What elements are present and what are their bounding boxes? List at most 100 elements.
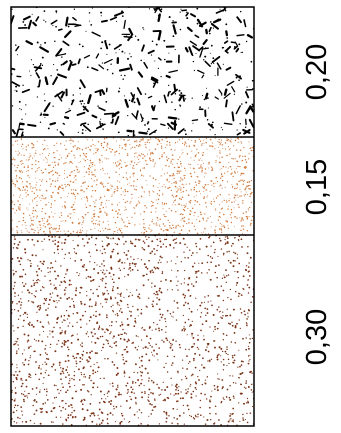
texture-dot (29, 374, 32, 376)
layer-middle-texture (11, 137, 254, 235)
texture-dash (124, 98, 129, 108)
texture-dot (157, 14, 160, 17)
texture-dot (218, 237, 221, 240)
texture-dot (138, 409, 141, 411)
texture-dot (222, 129, 224, 131)
texture-dot (82, 221, 84, 224)
texture-dash (231, 111, 235, 122)
texture-dot (181, 142, 184, 145)
texture-dot (171, 362, 174, 364)
texture-dot (130, 201, 132, 203)
texture-dot (100, 211, 102, 213)
texture-dot (41, 262, 43, 265)
texture-dot (98, 313, 101, 316)
texture-dot (221, 201, 223, 203)
texture-dot (54, 180, 57, 182)
texture-dot (175, 319, 178, 321)
texture-dot (50, 262, 53, 264)
texture-dot (246, 216, 249, 218)
texture-dot (168, 16, 171, 18)
texture-dot (110, 266, 113, 269)
texture-dot (246, 397, 249, 400)
texture-dot (202, 219, 205, 221)
texture-dot (32, 228, 34, 230)
texture-dot (214, 75, 216, 77)
texture-dot (209, 21, 212, 23)
texture-dot (125, 240, 127, 243)
texture-dot (141, 327, 143, 329)
texture-dot (127, 295, 130, 298)
texture-dot (156, 216, 159, 219)
texture-dot (245, 387, 247, 390)
texture-dot (19, 275, 22, 278)
texture-dot (158, 394, 160, 396)
texture-dot (229, 398, 232, 401)
texture-dot (136, 349, 139, 351)
texture-dot (204, 213, 206, 215)
texture-dot (24, 359, 27, 361)
texture-dot (44, 299, 47, 302)
texture-dot (50, 410, 53, 413)
texture-dot (161, 153, 163, 155)
texture-dot (26, 341, 29, 343)
texture-dot (70, 213, 72, 215)
texture-dot (24, 390, 26, 392)
texture-dot (26, 289, 29, 292)
texture-dot (156, 249, 158, 252)
texture-dot (79, 231, 81, 234)
texture-dot (98, 401, 101, 404)
texture-dot (116, 216, 119, 219)
texture-dot (86, 331, 89, 333)
texture-dot (228, 362, 230, 365)
texture-dot (237, 107, 240, 110)
texture-dot (128, 268, 130, 270)
texture-dot (50, 283, 52, 285)
texture-dot (60, 230, 62, 232)
texture-dot (178, 89, 181, 92)
texture-dash (236, 132, 242, 136)
texture-dot (109, 256, 112, 259)
texture-dot (32, 279, 34, 282)
texture-dot (107, 357, 109, 360)
texture-dot (194, 204, 196, 206)
texture-dot (211, 123, 213, 126)
texture-dot (165, 164, 167, 167)
texture-dot (42, 225, 44, 227)
texture-dot (149, 228, 151, 230)
texture-dot (90, 379, 92, 382)
texture-dot (178, 414, 181, 417)
texture-dot (40, 270, 43, 272)
texture-dot (12, 380, 15, 383)
texture-dash (82, 105, 89, 113)
texture-dot (119, 146, 121, 148)
texture-dot (83, 191, 85, 193)
texture-dot (181, 379, 183, 381)
texture-dot (174, 108, 176, 111)
texture-dot (206, 272, 208, 274)
texture-dot (27, 339, 30, 342)
texture-dot (72, 139, 74, 141)
texture-dot (126, 303, 129, 306)
texture-dot (233, 359, 236, 362)
texture-dot (58, 225, 61, 227)
texture-dot (175, 388, 177, 391)
texture-dot (246, 412, 248, 415)
texture-dot (82, 182, 84, 184)
texture-dot (64, 144, 65, 146)
texture-dot (227, 296, 229, 299)
texture-dot (210, 261, 212, 264)
texture-dot (61, 56, 63, 58)
texture-dash (188, 46, 194, 56)
texture-dash (111, 114, 117, 118)
texture-dot (45, 297, 48, 300)
texture-dot (167, 127, 170, 129)
texture-dot (63, 280, 66, 283)
texture-dot (108, 176, 111, 179)
texture-dot (134, 35, 137, 37)
texture-dot (180, 92, 183, 95)
texture-dot (121, 323, 124, 326)
texture-dot (149, 149, 151, 151)
texture-dot (43, 19, 45, 21)
texture-dot (123, 338, 126, 341)
texture-dot (31, 324, 33, 326)
